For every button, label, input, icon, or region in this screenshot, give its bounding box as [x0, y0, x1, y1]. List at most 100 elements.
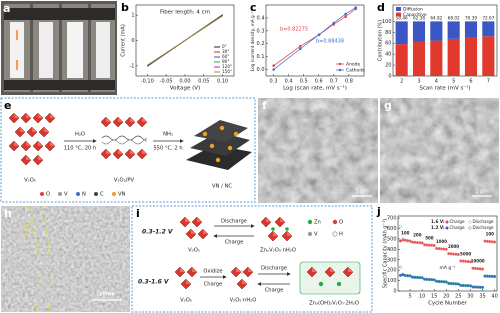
data-point	[332, 21, 335, 25]
legend-marker	[332, 231, 338, 237]
voltage-window: 0.3-1.6 V	[138, 279, 170, 286]
y-tick-label: 0	[393, 289, 396, 295]
y-tick-label: 500	[387, 236, 397, 242]
data-point	[481, 267, 484, 271]
label: Discharge	[221, 219, 247, 225]
rate-label: 100	[401, 230, 410, 235]
x-tick-label: 0.00	[179, 79, 190, 85]
x-tick-label: 15	[431, 294, 437, 300]
label: V₂O₅	[188, 248, 200, 254]
label: Charge	[265, 288, 284, 294]
rate-label: 1000	[436, 239, 447, 244]
bar-segment	[412, 41, 426, 76]
polymer-chain	[101, 139, 147, 145]
bar-segment	[395, 21, 408, 45]
zn-atom	[285, 227, 289, 231]
panel-label: a	[3, 2, 10, 15]
voltage-window: 0.3-1.2 V	[142, 229, 174, 236]
data-point	[468, 284, 472, 288]
data-point	[272, 68, 275, 71]
legend-label: Capacitive	[403, 12, 427, 18]
x-tick-label: 40	[491, 294, 497, 300]
fiber	[39, 22, 53, 78]
x-tick-label: 0.05	[198, 79, 209, 85]
value-label: 70.39	[465, 15, 477, 20]
zn-atom	[318, 281, 324, 287]
plot-frame	[392, 4, 498, 77]
label: Oxidize	[203, 269, 222, 275]
fiber	[10, 22, 24, 78]
h-atom	[240, 270, 244, 274]
fit-label: b=0.88438	[316, 39, 344, 45]
vn-particle	[233, 131, 239, 137]
rate-label: 100	[486, 232, 495, 237]
label: VN / NC	[212, 184, 232, 190]
legend-label: VN	[118, 192, 126, 198]
label: V₂O₅	[180, 298, 192, 304]
rate-label: 10000	[471, 259, 485, 264]
label: Charge	[204, 282, 223, 288]
legend-label: Anode	[346, 62, 361, 68]
legend-group: 1.2 V:	[431, 225, 445, 230]
fit-line	[273, 7, 356, 70]
bar-segment	[447, 38, 460, 76]
polymer-chain	[101, 135, 147, 141]
legend-marker	[307, 219, 313, 225]
value-label: 58.46	[396, 15, 408, 20]
rate-unit: mA g⁻¹	[440, 265, 456, 271]
legend-label: V	[314, 232, 318, 238]
boundary-line	[41, 205, 51, 313]
x-tick-label: 35	[479, 294, 485, 300]
plot-frame	[397, 215, 498, 292]
annotation: Fiber length: 4 cm	[160, 10, 210, 16]
label: Zn₃(OH)₂V₂O₇·2H₂O	[309, 301, 359, 307]
legend-marker	[40, 192, 44, 196]
legend-marker	[338, 62, 342, 66]
fiber	[96, 22, 110, 78]
legend-marker	[445, 226, 449, 230]
vn-particle	[202, 131, 208, 137]
legend-marker	[338, 68, 342, 72]
boundary-line	[29, 205, 39, 313]
y-tick-label: 0.2	[257, 41, 265, 47]
panel-label: h	[4, 207, 12, 220]
legend-marker	[332, 219, 338, 225]
rate-label: 500	[425, 235, 434, 240]
bar-segment	[430, 21, 443, 41]
label: V₂O₅·nH₂O	[230, 298, 257, 304]
legend-label: 0°	[222, 44, 227, 49]
x-tick-label: 0.7	[330, 79, 338, 85]
bar-segment	[395, 44, 408, 76]
fit-label: b=0.82275	[280, 27, 308, 33]
x-tick-label: 5	[452, 79, 455, 85]
x-tick-label: 0.3	[270, 79, 278, 85]
legend-label: Charge	[450, 225, 465, 230]
bar-segment	[430, 40, 443, 76]
data-point	[344, 12, 347, 16]
legend-marker	[307, 231, 313, 237]
y-axis-label: Current (mA)	[121, 24, 127, 57]
data-point	[408, 239, 412, 243]
data-point	[401, 272, 405, 276]
legend-label: Discharge	[473, 219, 494, 224]
rate-label: 5000	[460, 251, 471, 256]
scale-label: 1 μm	[355, 189, 368, 195]
panel-label: f	[262, 99, 267, 112]
clamp	[4, 8, 115, 20]
panel-label: c	[250, 1, 257, 14]
legend-label: Charge	[450, 219, 465, 224]
vn-particle	[215, 157, 221, 163]
x-tick-label: 5	[408, 294, 411, 300]
data-point	[344, 15, 347, 18]
label: V₂O₅	[24, 178, 36, 184]
data-point	[398, 224, 402, 228]
data-point	[456, 282, 460, 286]
clamp	[4, 80, 115, 90]
data-point	[444, 280, 448, 284]
y-tick-label: 400	[387, 247, 397, 253]
legend-label: O	[339, 220, 343, 226]
data-point	[432, 278, 436, 282]
vn-particle	[227, 145, 233, 151]
x-axis-label: Voltage (V)	[170, 86, 200, 92]
data-point	[456, 252, 460, 256]
